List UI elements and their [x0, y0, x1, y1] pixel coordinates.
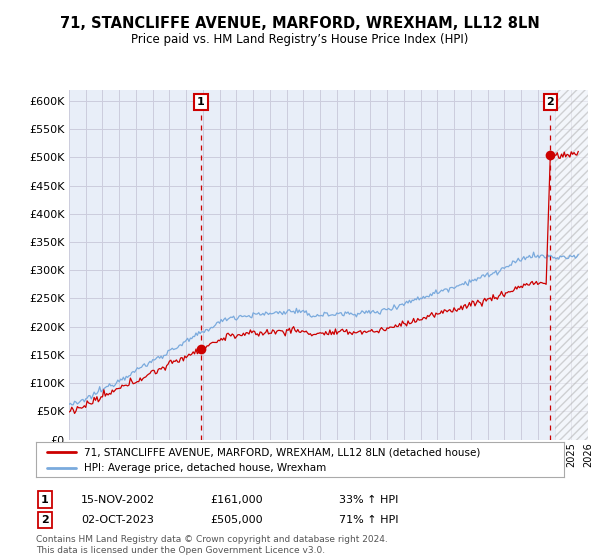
Text: 1: 1 — [197, 97, 205, 107]
Text: 15-NOV-2002: 15-NOV-2002 — [81, 494, 155, 505]
Text: 02-OCT-2023: 02-OCT-2023 — [81, 515, 154, 525]
Text: 1: 1 — [41, 494, 49, 505]
Text: 71% ↑ HPI: 71% ↑ HPI — [339, 515, 398, 525]
Bar — [554, 90, 588, 440]
Text: 71, STANCLIFFE AVENUE, MARFORD, WREXHAM, LL12 8LN (detached house): 71, STANCLIFFE AVENUE, MARFORD, WREXHAM,… — [83, 447, 480, 457]
Text: Contains HM Land Registry data © Crown copyright and database right 2024.
This d: Contains HM Land Registry data © Crown c… — [36, 535, 388, 554]
Text: Price paid vs. HM Land Registry’s House Price Index (HPI): Price paid vs. HM Land Registry’s House … — [131, 32, 469, 46]
Text: 71, STANCLIFFE AVENUE, MARFORD, WREXHAM, LL12 8LN: 71, STANCLIFFE AVENUE, MARFORD, WREXHAM,… — [60, 16, 540, 31]
Text: 33% ↑ HPI: 33% ↑ HPI — [339, 494, 398, 505]
Text: HPI: Average price, detached house, Wrexham: HPI: Average price, detached house, Wrex… — [83, 464, 326, 473]
Text: 2: 2 — [547, 97, 554, 107]
Bar — [554, 90, 588, 440]
Text: £161,000: £161,000 — [210, 494, 263, 505]
Text: 2: 2 — [41, 515, 49, 525]
Text: £505,000: £505,000 — [210, 515, 263, 525]
